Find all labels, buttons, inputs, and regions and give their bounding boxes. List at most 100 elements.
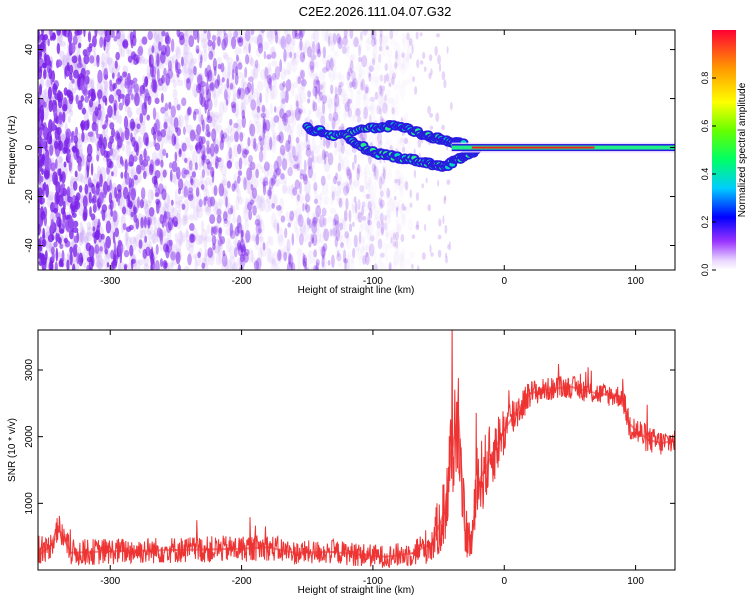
noise-speckle (160, 144, 164, 161)
noise-blob (96, 58, 100, 68)
noise-blob (250, 99, 257, 111)
noise-speckle (295, 95, 303, 107)
noise-speckle (366, 86, 371, 96)
noise-speckle (307, 60, 315, 77)
noise-speckle (241, 175, 248, 185)
noise-speckle (82, 261, 87, 269)
noise-blob (68, 160, 72, 172)
noise-speckle (356, 243, 360, 252)
noise-blob (365, 193, 371, 199)
noise-blob (53, 207, 58, 213)
noise-speckle (406, 45, 411, 60)
noise-blob (285, 109, 292, 118)
noise-speckle (314, 60, 319, 69)
noise-blob (282, 80, 286, 88)
noise-blob (133, 174, 138, 181)
noise-speckle (59, 40, 66, 47)
noise-speckle (343, 180, 351, 194)
noise-blob (252, 205, 257, 216)
noise-blob (77, 42, 82, 49)
noise-blob (222, 250, 226, 257)
noise-blob (360, 81, 363, 91)
noise-speckle (282, 84, 288, 94)
noise-speckle (338, 83, 343, 93)
noise-speckle (236, 71, 243, 79)
noise-speckle (296, 122, 303, 138)
noise-blob (274, 31, 279, 44)
noise-blob (276, 167, 281, 177)
noise-speckle (336, 114, 341, 123)
noise-blob (170, 38, 175, 53)
noise-blob (282, 112, 289, 126)
noise-speckle (335, 222, 342, 238)
noise-blob (171, 133, 176, 147)
noise-speckle (356, 214, 361, 223)
noise-speckle (420, 60, 424, 65)
noise-speckle (377, 91, 385, 107)
noise-blob (299, 173, 304, 180)
noise-blob (320, 245, 326, 258)
noise-speckle (316, 91, 322, 103)
noise-speckle (177, 231, 184, 246)
noise-speckle (226, 150, 232, 166)
noise-speckle (321, 245, 327, 261)
noise-speckle (178, 114, 184, 128)
noise-blob (307, 156, 313, 170)
noise-speckle (416, 265, 420, 270)
noise-blob (356, 167, 360, 181)
noise-blob (154, 259, 160, 270)
noise-speckle (314, 239, 320, 246)
noise-speckle (200, 220, 205, 232)
noise-speckle (295, 227, 300, 240)
noise-blob (91, 35, 97, 48)
noise-blob (211, 170, 215, 184)
spectrogram-xtick-label: -300 (100, 276, 120, 287)
noise-blob (168, 101, 172, 110)
noise-speckle (295, 207, 303, 222)
noise-blob (211, 234, 217, 246)
noise-blob (122, 94, 125, 106)
noise-speckle (147, 230, 153, 242)
noise-speckle (415, 224, 420, 231)
noise-blob (353, 36, 359, 48)
noise-speckle (349, 54, 355, 63)
noise-blob (120, 131, 125, 142)
noise-blob (174, 127, 179, 133)
noise-speckle (299, 223, 306, 234)
noise-blob (334, 236, 339, 248)
noise-blob (182, 126, 186, 135)
noise-blob (200, 81, 206, 88)
noise-speckle (312, 223, 320, 233)
noise-blob (237, 87, 242, 96)
noise-speckle (366, 221, 374, 236)
noise-speckle (242, 74, 246, 88)
noise-blob (72, 145, 77, 154)
noise-speckle (300, 78, 306, 93)
noise-speckle (307, 250, 315, 265)
noise-blob (86, 143, 93, 157)
noise-blob (367, 219, 372, 226)
noise-speckle (132, 222, 137, 233)
noise-blob (139, 85, 143, 97)
noise-speckle (183, 214, 188, 222)
noise-blob (87, 31, 92, 43)
snr-data-point (477, 482, 479, 485)
noise-speckle (222, 67, 227, 81)
noise-blob (48, 99, 53, 113)
noise-speckle (253, 69, 259, 80)
noise-blob (129, 244, 134, 257)
noise-blob (357, 199, 361, 211)
noise-speckle (282, 150, 286, 162)
noise-speckle (287, 117, 291, 132)
noise-speckle (190, 57, 198, 65)
noise-speckle (265, 31, 270, 39)
noise-blob (188, 35, 195, 48)
noise-blob (68, 72, 73, 81)
noise-blob (380, 173, 385, 185)
noise-speckle (44, 88, 49, 104)
colorbar: 0.00.20.40.60.8 Normalized spectral ampl… (700, 30, 748, 276)
noise-blob (151, 79, 157, 93)
noise-speckle (241, 148, 245, 164)
noise-blob (337, 162, 342, 172)
